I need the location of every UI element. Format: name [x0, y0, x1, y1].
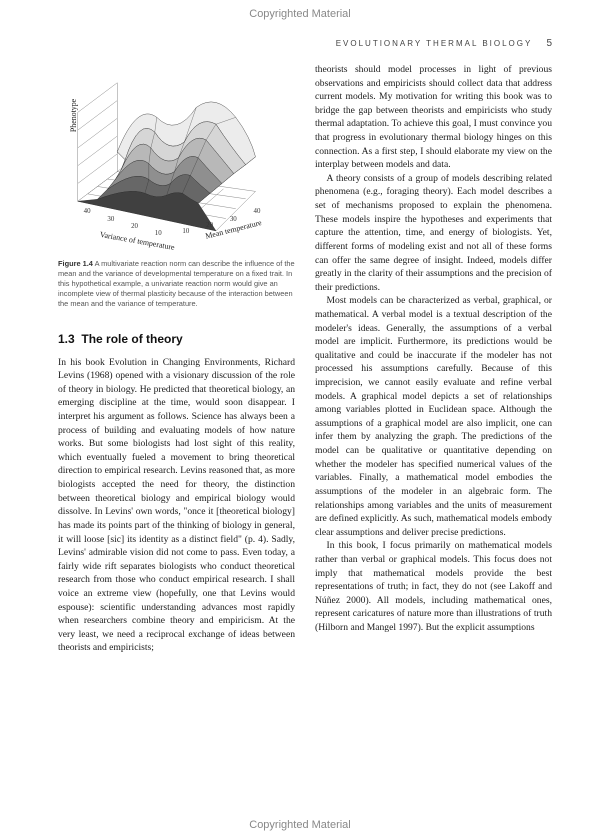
running-head: EVOLUTIONARY THERMAL BIOLOGY 5 [58, 38, 552, 49]
axis-x-label: Variance of temperature [99, 230, 176, 251]
xtick: 20 [131, 223, 138, 230]
body-paragraph: theorists should model processes in ligh… [315, 63, 552, 172]
body-paragraph: Most models can be characterized as verb… [315, 294, 552, 539]
watermark-top: Copyrighted Material [0, 8, 600, 20]
running-title: EVOLUTIONARY THERMAL BIOLOGY [336, 39, 533, 48]
figure-label: Figure 1.4 [58, 259, 93, 268]
figure-caption: Figure 1.4 A multivariate reaction norm … [58, 259, 295, 309]
body-paragraph: In this book, I focus primarily on mathe… [315, 539, 552, 634]
page: EVOLUTIONARY THERMAL BIOLOGY 5 [0, 0, 600, 695]
column-left: Phenotype Variance of temperature Mean t… [58, 63, 295, 655]
section-title: The role of theory [81, 332, 182, 346]
body-paragraph: In his book Evolution in Changing Enviro… [58, 356, 295, 655]
ytick: 30 [230, 216, 237, 223]
section-heading: 1.3 The role of theory [58, 331, 295, 348]
page-number: 5 [546, 38, 552, 49]
figure-1-4: Phenotype Variance of temperature Mean t… [58, 63, 295, 251]
ytick: 40 [254, 208, 261, 215]
body-paragraph: A theory consists of a group of models d… [315, 172, 552, 294]
axis-z-label: Phenotype [69, 98, 78, 132]
figure-caption-text: A multivariate reaction norm can describ… [58, 259, 295, 308]
ytick: 10 [182, 228, 189, 235]
xtick: 30 [107, 216, 114, 223]
two-column-layout: Phenotype Variance of temperature Mean t… [58, 63, 552, 655]
column-right: theorists should model processes in ligh… [315, 63, 552, 655]
section-number: 1.3 [58, 332, 75, 346]
ytick: 20 [206, 222, 213, 229]
xtick: 40 [84, 208, 91, 215]
xtick: 10 [155, 230, 162, 237]
watermark-bottom: Copyrighted Material [0, 819, 600, 831]
